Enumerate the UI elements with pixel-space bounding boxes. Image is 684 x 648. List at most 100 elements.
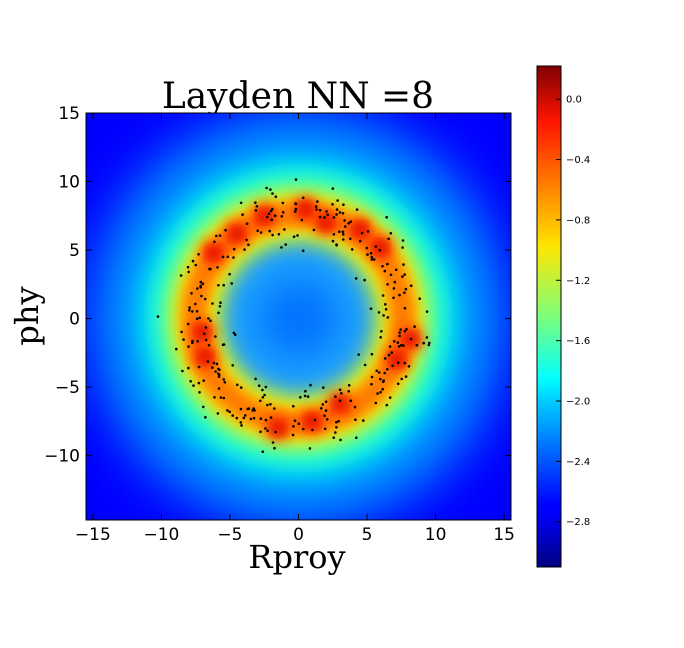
scatter-point — [246, 407, 249, 411]
heat-hotspot-core — [300, 203, 311, 214]
scatter-point — [334, 395, 337, 398]
scatter-point — [386, 368, 389, 371]
scatter-point — [215, 234, 218, 238]
scatter-point — [391, 364, 394, 368]
scatter-point — [261, 388, 264, 392]
scatter-point — [363, 363, 367, 367]
scatter-point — [407, 365, 411, 368]
heat-hotspot-core — [200, 351, 211, 362]
scatter-point — [388, 345, 392, 348]
scatter-point — [389, 273, 393, 277]
x-tick-label: 10 — [425, 525, 447, 545]
scatter-point — [215, 362, 219, 366]
scatter-point — [196, 340, 199, 343]
scatter-point — [271, 441, 275, 444]
scatter-point — [392, 287, 396, 290]
scatter-point — [338, 230, 341, 233]
scatter-point — [383, 357, 387, 360]
scatter-point — [239, 407, 243, 411]
scatter-point — [204, 326, 208, 329]
scatter-point — [370, 258, 374, 261]
scatter-point — [370, 352, 374, 356]
scatter-point — [271, 233, 274, 237]
scatter-point — [221, 343, 225, 347]
scatter-point — [242, 416, 246, 420]
scatter-point — [331, 187, 335, 190]
scatter-point — [365, 246, 369, 250]
scatter-point — [188, 306, 191, 309]
scatter-point — [355, 208, 359, 211]
scatter-point — [326, 213, 330, 217]
scatter-point — [323, 414, 326, 418]
heat-hotspot-core — [355, 224, 366, 235]
scatter-point — [335, 421, 338, 424]
scatter-point — [216, 412, 220, 415]
scatter-point — [381, 264, 384, 268]
scatter-point — [189, 380, 192, 383]
scatter-point — [335, 208, 339, 211]
scatter-point — [259, 231, 263, 234]
scatter-point — [398, 293, 401, 297]
scatter-point — [315, 208, 318, 211]
heat-hotspot-core — [208, 247, 219, 258]
scatter-point — [387, 353, 391, 357]
scatter-point — [261, 396, 265, 399]
scatter-point — [197, 381, 201, 385]
scatter-point — [190, 292, 193, 295]
scatter-point — [191, 339, 194, 343]
scatter-point — [332, 436, 336, 440]
scatter-point — [325, 210, 328, 213]
scatter-point — [181, 369, 184, 373]
scatter-point — [390, 351, 394, 354]
scatter-point — [211, 302, 214, 305]
scatter-point — [232, 247, 236, 251]
scatter-point — [264, 427, 267, 430]
heatmap-area — [86, 113, 511, 520]
scatter-point — [222, 396, 226, 400]
scatter-point — [403, 273, 407, 276]
scatter-point — [347, 390, 351, 393]
scatter-point — [231, 364, 234, 367]
scatter-point — [292, 235, 296, 238]
scatter-point — [274, 195, 278, 198]
colorbar-tick-label: −1.6 — [566, 336, 590, 347]
scatter-point — [324, 409, 328, 412]
scatter-point — [338, 399, 342, 403]
scatter-point — [398, 331, 401, 334]
scatter-point — [399, 328, 402, 331]
scatter-point — [392, 340, 396, 343]
scatter-point — [249, 417, 253, 421]
scatter-point — [199, 280, 203, 284]
scatter-point — [221, 255, 225, 259]
scatter-point — [403, 330, 407, 333]
x-tick-label: 5 — [362, 525, 373, 545]
scatter-point — [302, 427, 305, 431]
scatter-point — [355, 436, 358, 440]
heat-hotspot-core — [334, 398, 345, 409]
scatter-point — [194, 263, 198, 267]
scatter-point — [187, 345, 190, 348]
scatter-point — [332, 216, 336, 219]
scatter-point — [379, 336, 383, 339]
scatter-point — [370, 255, 374, 259]
scatter-point — [273, 214, 277, 217]
scatter-point — [217, 284, 220, 287]
scatter-point — [223, 380, 227, 384]
heat-hotspot-core — [392, 354, 403, 365]
scatter-point — [294, 178, 298, 181]
x-tick-label: −5 — [217, 525, 242, 545]
scatter-point — [201, 282, 205, 286]
scatter-point — [214, 370, 217, 373]
scatter-point — [207, 343, 211, 347]
scatter-point — [338, 388, 342, 392]
scatter-point — [381, 387, 385, 391]
scatter-point — [202, 405, 205, 409]
scatter-point — [340, 392, 343, 395]
scatter-point — [386, 316, 390, 319]
scatter-points — [156, 178, 431, 454]
scatter-point — [427, 343, 431, 347]
scatter-point — [175, 347, 178, 351]
colorbar-frame — [536, 65, 562, 568]
scatter-point — [342, 203, 345, 206]
colorbar-tick-label: −0.4 — [566, 155, 590, 166]
